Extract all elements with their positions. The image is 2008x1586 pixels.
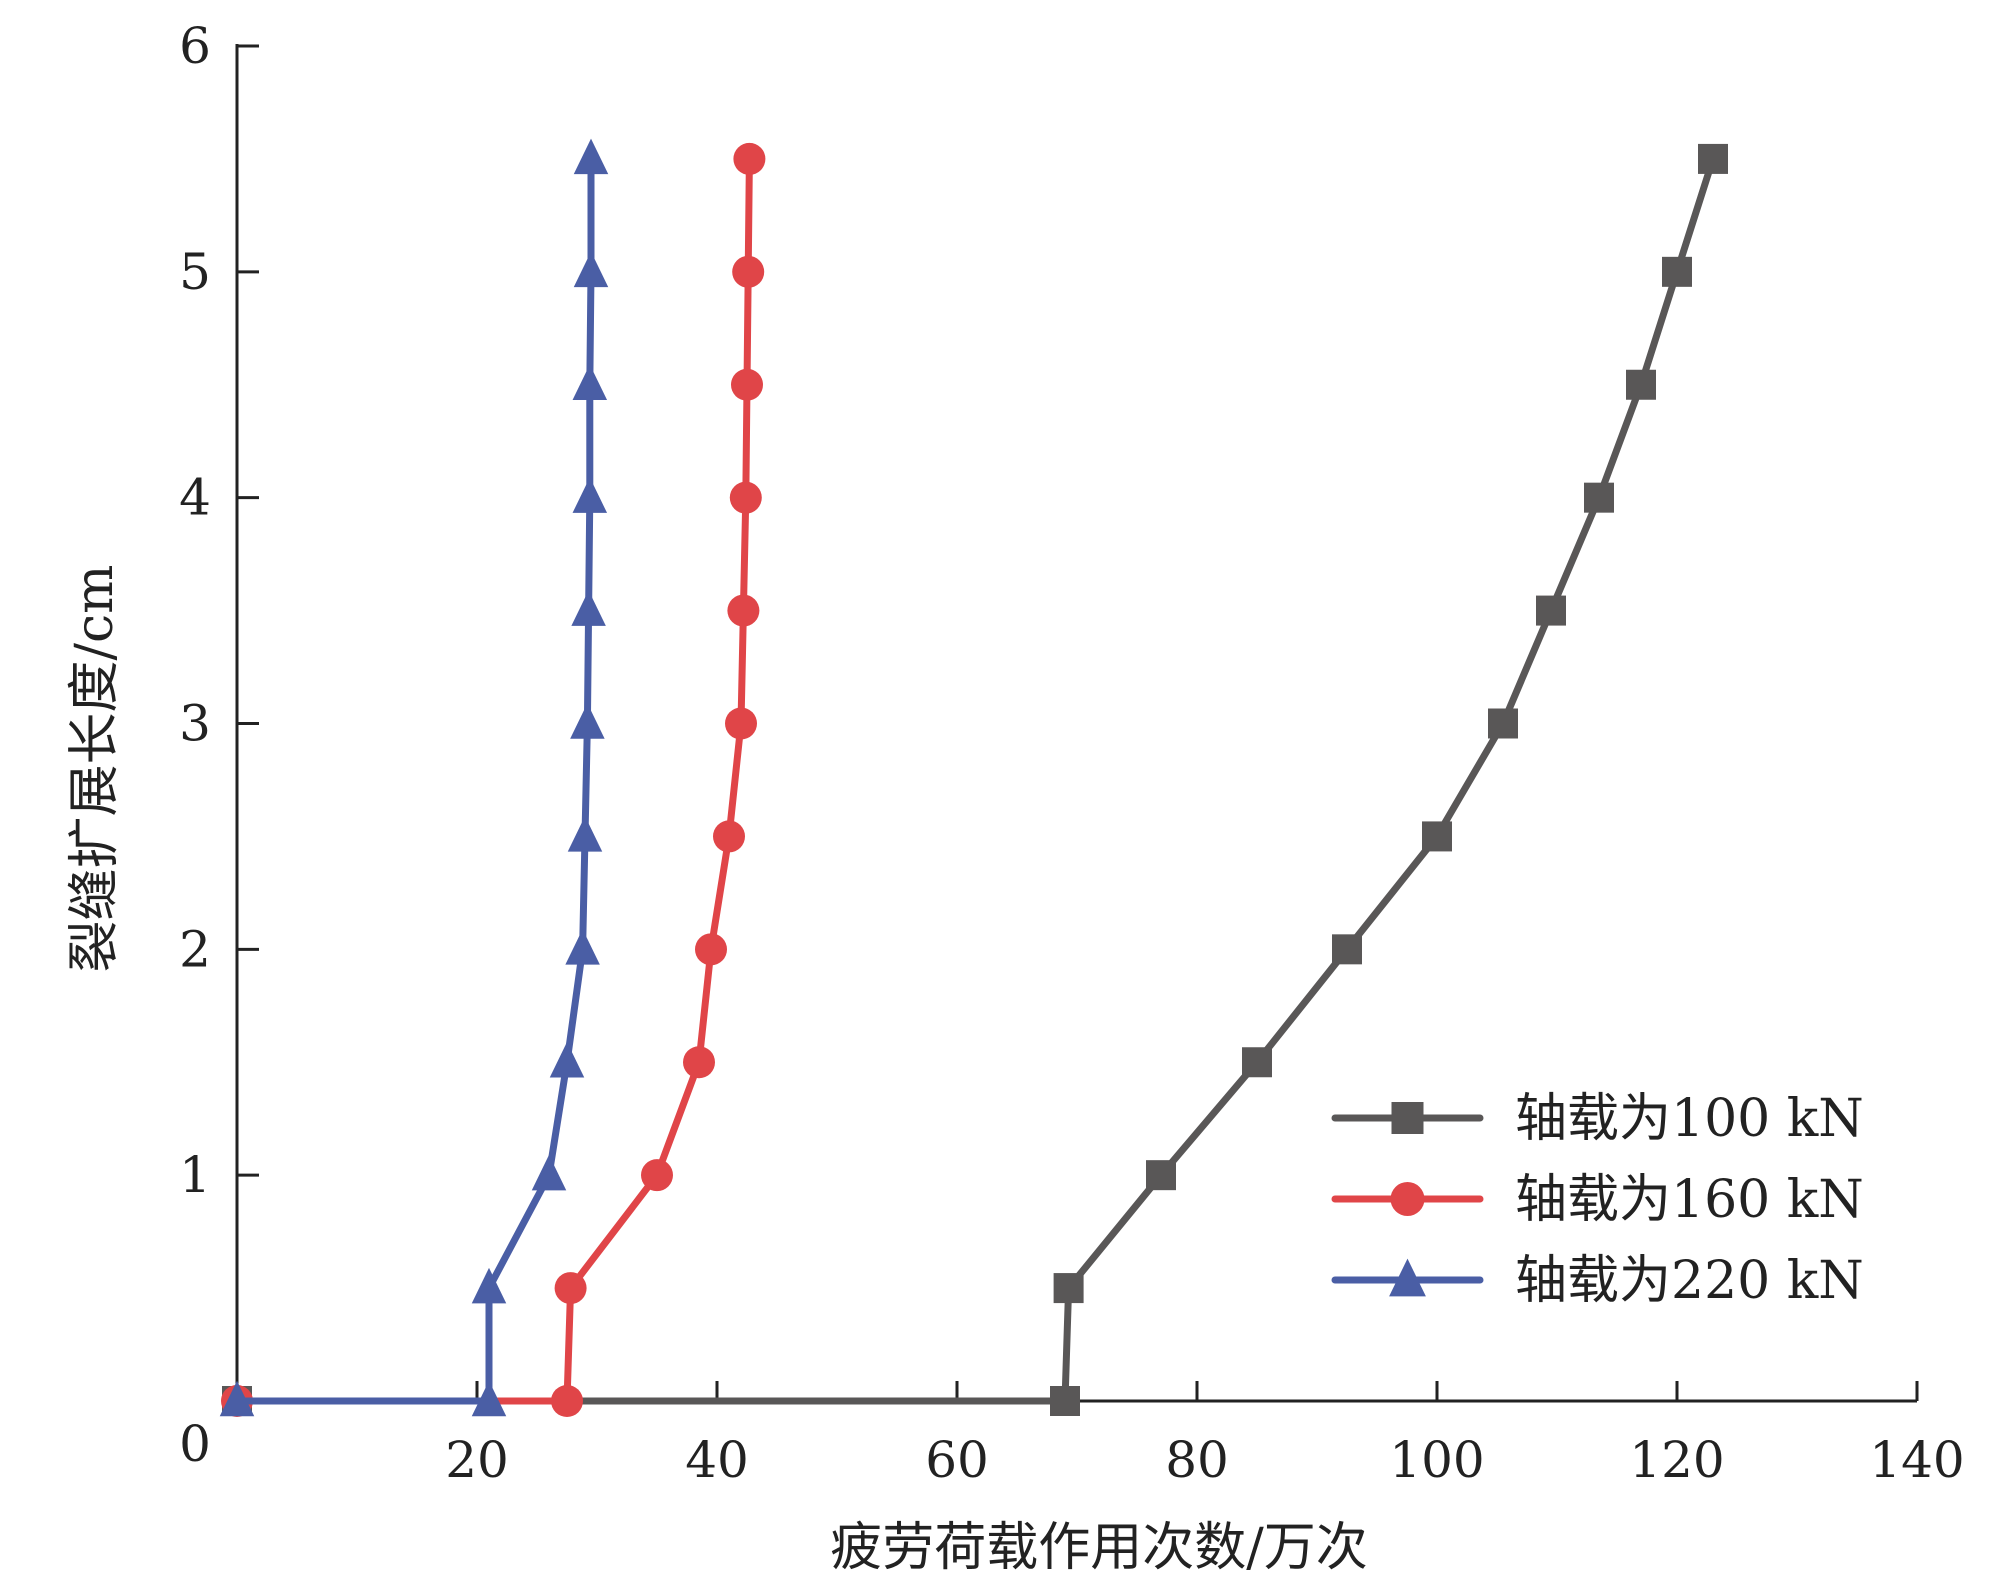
y-tick-label: 3: [179, 695, 211, 753]
series-line: [233, 155, 595, 1405]
series-1: [222, 143, 1728, 1416]
x-tick-label: 140: [1869, 1431, 1964, 1489]
data-point: [572, 364, 608, 400]
legend-item: 轴载为220 kN: [1331, 1251, 1864, 1311]
x-tick-label: 20: [445, 1431, 509, 1489]
y-tick-label: 5: [179, 243, 211, 301]
y-tick-label: 1: [179, 1146, 211, 1204]
legend-item: 轴载为160 kN: [1331, 1170, 1864, 1230]
data-point: [572, 477, 608, 513]
x-tick-label: 120: [1629, 1431, 1724, 1489]
data-point: [727, 594, 760, 627]
data-point: [551, 1385, 583, 1417]
x-tick-label: 100: [1389, 1431, 1484, 1489]
data-point: [1488, 708, 1518, 739]
data-point: [695, 933, 727, 966]
series-2: [221, 142, 766, 1417]
data-point: [1536, 595, 1566, 626]
x-tick-label: 80: [1165, 1431, 1229, 1489]
data-point: [573, 138, 609, 175]
data-point: [531, 1154, 567, 1191]
data-point: [1698, 143, 1728, 174]
data-point: [549, 1042, 585, 1078]
x-tick-label: 40: [685, 1431, 749, 1489]
data-point: [713, 820, 745, 853]
data-point: [554, 1272, 587, 1305]
data-point: [732, 255, 765, 288]
y-tick-label: 6: [179, 17, 211, 75]
axes: 1 2 3 4 5 6 20 40 60 80 100 120 140: [179, 17, 1965, 1489]
origin-tick-label: 0: [179, 1415, 211, 1473]
legend-label: 轴载为220 kN: [1515, 1251, 1864, 1311]
y-axis-title: 裂缝扩展长度/cm: [65, 565, 125, 973]
data-point: [683, 1046, 715, 1079]
x-axis-title: 疲劳荷载作用次数/万次: [830, 1518, 1368, 1578]
data-point: [1422, 821, 1452, 852]
data-point: [219, 1380, 255, 1417]
x-tick-label: 60: [925, 1431, 989, 1489]
y-tick-label: 2: [179, 920, 211, 978]
data-point: [641, 1159, 673, 1192]
legend-marker: [1390, 1182, 1425, 1216]
data-point: [1626, 369, 1656, 400]
data-point: [1332, 934, 1362, 965]
data-point: [471, 1380, 507, 1417]
series-3: [219, 138, 609, 1417]
data-point: [725, 707, 757, 740]
legend-item: 轴载为100 kN: [1331, 1089, 1864, 1149]
series-line: [233, 155, 1717, 1405]
data-point: [471, 1267, 507, 1304]
data-point: [573, 251, 609, 288]
data-point: [1242, 1047, 1272, 1078]
series-layer: [219, 138, 1728, 1417]
data-point: [571, 590, 606, 626]
data-point: [1662, 256, 1692, 287]
data-point: [733, 142, 766, 175]
data-point: [1050, 1386, 1080, 1416]
data-point: [567, 816, 603, 852]
legend-label: 轴载为100 kN: [1515, 1089, 1864, 1149]
data-point: [729, 481, 762, 514]
series-line: [233, 155, 753, 1405]
data-point: [1146, 1160, 1176, 1191]
data-point: [1053, 1273, 1084, 1304]
data-point: [731, 368, 763, 401]
data-point: [565, 929, 600, 965]
legend: 轴载为100 kN 轴载为160 kN 轴载为220 kN: [1331, 1089, 1864, 1311]
data-point: [1584, 482, 1614, 513]
legend-label: 轴载为160 kN: [1515, 1170, 1864, 1230]
legend-marker: [1391, 1102, 1424, 1134]
y-tick-label: 4: [179, 469, 211, 527]
data-point: [570, 703, 605, 739]
legend-marker: [1389, 1258, 1426, 1297]
